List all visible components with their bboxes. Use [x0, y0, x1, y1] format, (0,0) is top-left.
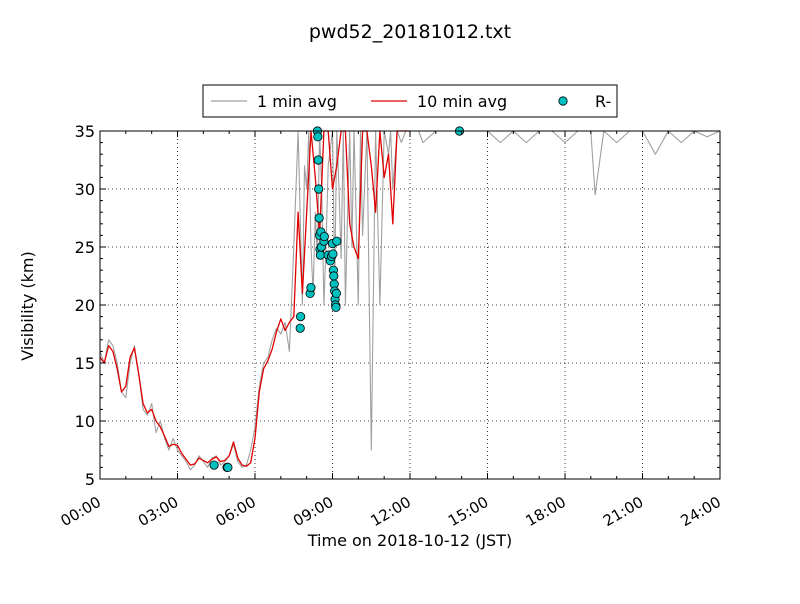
x-tick-label: 09:00 [290, 493, 336, 530]
r-minus-point [328, 249, 338, 259]
r-minus-point [313, 132, 323, 142]
r-minus-point [331, 288, 341, 298]
x-axis-label: Time on 2018-10-12 (JST) [307, 531, 512, 550]
r-minus-point [306, 282, 316, 293]
x-tick-label: 00:00 [58, 493, 104, 530]
r-minus-point [314, 184, 324, 194]
r-minus-point [319, 231, 329, 242]
r-minus-point [314, 213, 324, 223]
y-tick-label: 25 [75, 238, 95, 257]
x-tick-label: 12:00 [368, 493, 414, 530]
grid [100, 131, 720, 479]
series-layer [99, 126, 721, 472]
legend-swatch [558, 96, 568, 106]
x-tick-label: 21:00 [600, 493, 646, 530]
y-axis-label: Visibility (km) [18, 251, 37, 360]
x-tick-label: 06:00 [213, 493, 259, 530]
r-minus-point [315, 250, 326, 260]
r-minus-point [209, 460, 219, 470]
legend: 1 min avg 10 min avg R- [202, 84, 618, 118]
r-minus-point [329, 271, 339, 281]
legend-label: 10 min avg [417, 92, 507, 111]
series-line-one-min-avg [99, 130, 721, 471]
series-line-ten-min-avg [99, 130, 410, 467]
r-minus-point [223, 462, 233, 472]
x-tick-label: 15:00 [445, 493, 491, 530]
r-minus-point [332, 236, 342, 246]
y-tick-label: 15 [75, 354, 95, 373]
y-tick-label: 20 [75, 296, 95, 315]
legend-label: R- [595, 92, 611, 111]
r-minus-point [296, 311, 306, 322]
x-tick-label: 24:00 [678, 493, 724, 530]
y-tick-label: 5 [85, 470, 95, 489]
y-tick-label: 30 [75, 180, 95, 199]
r-minus-point [295, 323, 305, 333]
x-tick-label: 03:00 [135, 493, 181, 530]
r-minus-point [313, 155, 323, 165]
chart-title: pwd52_20181012.txt [309, 21, 511, 43]
y-tick-label: 10 [75, 412, 95, 431]
legend-label: 1 min avg [257, 92, 337, 111]
y-tick-label: 35 [75, 122, 95, 141]
x-tick-label: 18:00 [523, 493, 569, 530]
r-minus-point [331, 302, 341, 312]
legend-box [202, 84, 618, 118]
